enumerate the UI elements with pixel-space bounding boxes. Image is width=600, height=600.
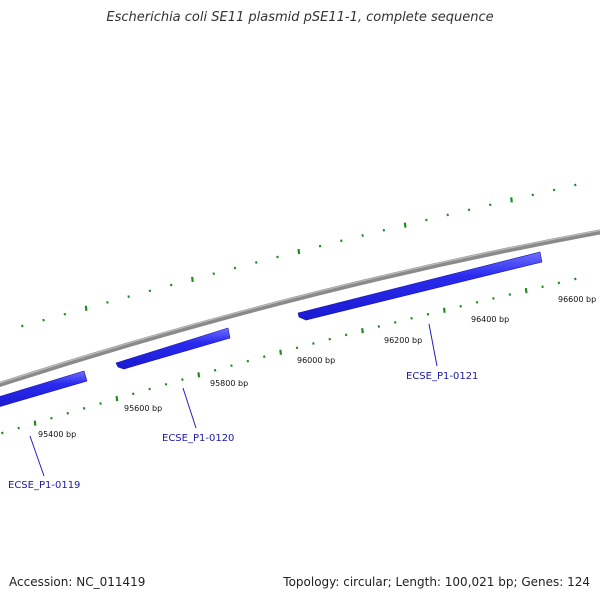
tick-mark <box>557 281 561 285</box>
plasmid-backbone <box>0 229 600 388</box>
tick-mark <box>254 261 258 264</box>
tick-mark <box>230 364 233 368</box>
tick-mark <box>508 293 512 296</box>
tick-mark <box>197 372 201 378</box>
gene-arrow <box>115 327 231 370</box>
tick-mark <box>552 188 556 192</box>
tick-mark <box>213 368 217 372</box>
gene-leader-line <box>428 323 438 367</box>
tick-mark <box>410 316 413 320</box>
gene-arrow <box>0 370 88 407</box>
accession-label: Accession: NC_011419 <box>9 575 146 589</box>
gene-leader-line <box>29 435 45 477</box>
tick-mark <box>148 289 152 293</box>
tick-mark <box>191 276 194 282</box>
tick-mark <box>459 304 462 308</box>
tick-mark <box>574 277 577 281</box>
tick-mark <box>17 426 20 430</box>
tick-mark <box>541 285 544 289</box>
scale-labels: 95400 bp 95600 bp 95800 bp 96000 bp 96200 bp… <box>38 295 596 439</box>
tick-mark <box>63 312 67 316</box>
tick-mark <box>393 321 397 324</box>
tick-mark <box>33 420 37 426</box>
tick-mark <box>115 396 119 402</box>
gene-leader-line <box>182 387 197 429</box>
tick-mark <box>425 218 428 222</box>
tick-mark <box>82 407 86 410</box>
inner-tick-marks <box>1 277 577 435</box>
tick-mark <box>361 234 364 237</box>
tick-mark <box>1 431 4 435</box>
tick-mark <box>488 203 492 207</box>
tick-mark <box>467 208 471 212</box>
tick-mark <box>295 346 299 350</box>
tick-mark <box>446 213 449 217</box>
tick-mark <box>361 328 364 334</box>
scale-label: 95600 bp <box>124 404 162 413</box>
tick-mark <box>524 287 528 294</box>
tick-mark <box>132 392 135 396</box>
tick-mark <box>297 248 301 255</box>
gene-label: ECSE_P1-0121 <box>406 371 478 382</box>
gene-features: ECSE_P1-0119 ECSE_P1-0120 ECSE_P1-0121 <box>0 251 543 491</box>
scale-label: 95800 bp <box>210 379 248 388</box>
backbone-highlight <box>0 229 600 384</box>
map-summary: Topology: circular; Length: 100,021 bp; … <box>283 575 590 589</box>
tick-mark <box>50 416 53 420</box>
tick-mark <box>312 342 315 345</box>
tick-mark <box>233 266 237 270</box>
tick-mark <box>21 324 24 328</box>
tick-mark <box>276 255 279 259</box>
tick-mark <box>318 244 322 248</box>
tick-mark <box>475 300 479 304</box>
tick-mark <box>426 312 430 316</box>
tick-mark <box>42 318 45 322</box>
gene-arrow <box>297 251 543 321</box>
tick-mark <box>99 402 102 405</box>
tick-mark <box>66 411 70 415</box>
tick-mark <box>84 305 88 311</box>
tick-mark <box>127 295 130 298</box>
tick-mark <box>403 222 407 228</box>
tick-mark <box>328 337 331 341</box>
gene-label: ECSE_P1-0119 <box>8 480 80 491</box>
tick-mark <box>442 307 446 313</box>
scale-label: 96600 bp <box>558 295 596 304</box>
tick-mark <box>279 349 283 355</box>
scale-label: 95400 bp <box>38 430 76 439</box>
scale-label: 96400 bp <box>471 315 509 324</box>
tick-mark <box>169 283 173 287</box>
scale-label: 96000 bp <box>297 356 335 365</box>
tick-mark <box>510 197 513 203</box>
tick-mark <box>344 333 348 337</box>
tick-mark <box>164 382 168 386</box>
tick-mark <box>148 387 151 391</box>
tick-mark <box>246 359 250 363</box>
tick-mark <box>340 239 343 243</box>
outer-tick-marks <box>21 183 577 328</box>
tick-mark <box>531 193 535 197</box>
gene-label: ECSE_P1-0120 <box>162 433 234 444</box>
tick-mark <box>181 378 184 381</box>
tick-mark <box>382 228 386 232</box>
tick-mark <box>492 297 495 300</box>
tick-mark <box>574 183 577 187</box>
tick-mark <box>262 355 266 359</box>
tick-mark <box>106 301 109 304</box>
tick-mark <box>377 325 381 328</box>
tick-mark <box>212 272 215 276</box>
map-title: Escherichia coli SE11 plasmid pSE11-1, c… <box>106 10 494 25</box>
scale-label: 96200 bp <box>384 336 422 345</box>
